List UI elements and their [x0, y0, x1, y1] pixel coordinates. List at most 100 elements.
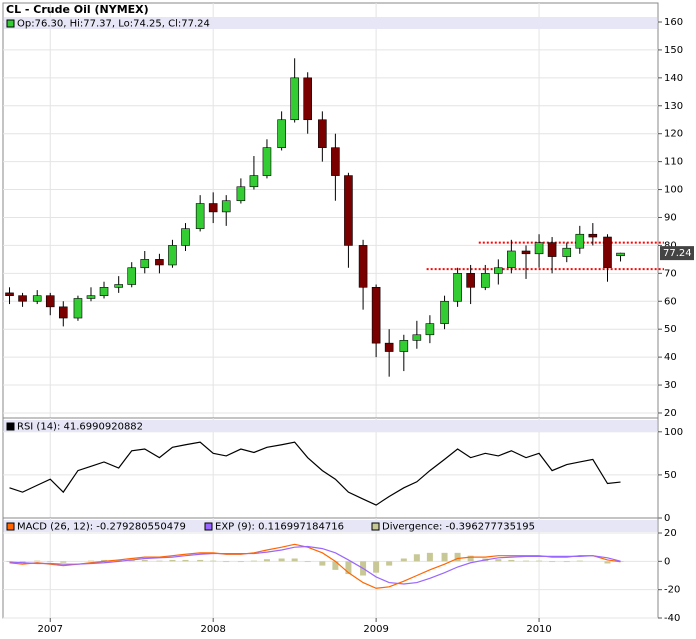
candle-body — [547, 242, 557, 257]
divergence-bar — [128, 559, 135, 562]
candle-body — [440, 300, 449, 324]
y-tick-label: 80 — [664, 240, 677, 251]
y-tick-label: 60 — [664, 296, 677, 307]
y-tick-label: 100 — [664, 427, 683, 438]
candle-body — [616, 252, 625, 257]
candle-body — [480, 273, 490, 288]
y-tick-label: 30 — [664, 380, 677, 391]
candle-body — [73, 298, 83, 319]
candle-body — [384, 342, 394, 352]
candle-body — [603, 236, 612, 269]
divergence-bar — [523, 560, 530, 562]
divergence-bar — [60, 561, 67, 563]
y-tick-label: 0 — [664, 513, 670, 524]
divergence-bar — [441, 552, 448, 562]
divergence-bar — [182, 559, 189, 562]
x-tick-label: 2008 — [200, 624, 225, 635]
candle-body — [425, 323, 435, 336]
candle-body — [208, 203, 218, 213]
panel — [2, 417, 659, 519]
y-tick-label: 110 — [664, 157, 683, 168]
candle-body — [534, 242, 544, 255]
series-line — [9, 543, 621, 589]
legend-text: Op:76.30, Hi:77.37, Lo:74.25, Cl:77.24 — [17, 19, 210, 30]
divergence-bar — [413, 554, 420, 562]
legend-text: MACD (26, 12): -0.279280550479 — [17, 522, 186, 533]
candle-body — [575, 233, 585, 249]
divergence-bar — [291, 558, 298, 562]
candle-body — [290, 77, 299, 121]
divergence-bar — [604, 561, 611, 564]
chart-title: CL - Crude Oil (NYMEX) — [6, 3, 149, 16]
candle-body — [303, 77, 312, 121]
y-tick-label: 20 — [664, 408, 677, 419]
candle-body — [140, 259, 150, 269]
candle-body — [344, 175, 353, 246]
candle-body — [494, 267, 503, 274]
divergence-bar — [332, 561, 339, 570]
candle-body — [58, 306, 68, 319]
divergence-bar — [210, 560, 217, 562]
candle-body — [318, 119, 327, 148]
divergence-bar — [386, 561, 393, 566]
divergence-bar — [141, 559, 148, 562]
candle-body — [588, 233, 598, 238]
panel — [2, 2, 659, 419]
y-tick-label: -20 — [664, 585, 680, 596]
candle-body — [399, 340, 409, 352]
candle-body — [221, 200, 231, 213]
y-tick-label: 100 — [664, 185, 683, 196]
x-tick-label: 2009 — [363, 624, 388, 635]
panel — [2, 517, 659, 619]
divergence-bar — [101, 559, 108, 562]
candle-body — [466, 273, 475, 288]
candle-body — [86, 295, 96, 299]
divergence-bar — [319, 561, 326, 566]
y-tick-label: 40 — [664, 352, 677, 363]
candle-body — [371, 287, 381, 344]
candle-body — [45, 295, 55, 308]
candle-body — [181, 228, 190, 246]
y-tick-label: 50 — [664, 470, 677, 481]
candle-body — [236, 186, 246, 202]
y-tick-label: 120 — [664, 129, 683, 140]
x-tick-label: 2010 — [526, 624, 551, 635]
divergence-bar — [400, 558, 407, 562]
candle-body — [99, 287, 109, 296]
divergence-bar — [454, 552, 461, 562]
divergence-bar — [549, 561, 556, 563]
y-tick-label: -40 — [664, 613, 680, 624]
divergence-bar — [6, 561, 13, 563]
candle-body — [195, 203, 205, 229]
legend-strip — [4, 420, 657, 432]
legend-swatch — [6, 422, 15, 431]
y-tick-label: 90 — [664, 212, 677, 223]
divergence-bar — [47, 561, 54, 563]
legend-swatch — [6, 522, 15, 531]
divergence-bar — [169, 559, 176, 562]
divergence-bar — [576, 560, 583, 562]
y-tick-label: 140 — [664, 73, 683, 84]
candle-body — [277, 119, 286, 148]
legend-text: Divergence: -0.396277735195 — [382, 522, 535, 533]
legend-text: EXP (9): 0.116997184716 — [215, 522, 344, 533]
candle-body — [18, 295, 27, 302]
last-price-label: 77.24 — [663, 248, 692, 259]
candle-body — [168, 245, 177, 266]
divergence-bar — [250, 560, 257, 562]
candle-body — [507, 250, 516, 269]
series-line — [9, 441, 621, 506]
divergence-bar — [426, 552, 433, 562]
divergence-bar — [19, 561, 26, 563]
candle-body — [127, 267, 137, 285]
divergence-bar — [237, 561, 244, 563]
y-tick-label: 130 — [664, 101, 683, 112]
divergence-bar — [223, 561, 230, 563]
candle-body — [32, 295, 42, 302]
divergence-bar — [115, 559, 122, 562]
candle-body — [155, 259, 164, 266]
candle-body — [562, 247, 572, 257]
y-tick-label: 70 — [664, 268, 677, 279]
y-tick-label: 0 — [664, 556, 670, 567]
